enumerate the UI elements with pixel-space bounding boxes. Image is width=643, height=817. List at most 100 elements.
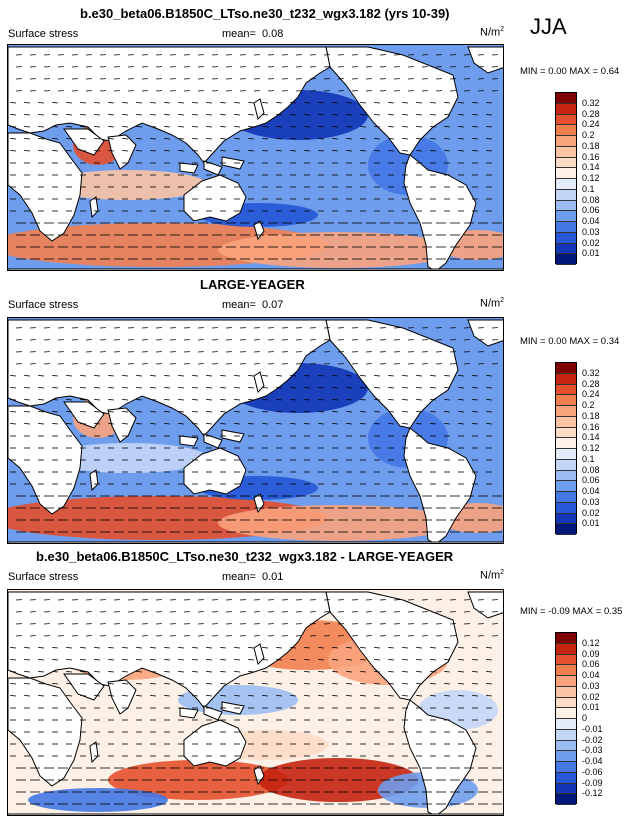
stress-arrow — [332, 647, 339, 649]
stress-arrow — [178, 671, 185, 673]
panel-1-mean-value: 0.08 — [262, 28, 284, 40]
stress-arrow — [472, 114, 479, 116]
colorbar-box — [556, 783, 576, 795]
stress-arrow — [318, 126, 325, 128]
colorbar-box — [556, 524, 576, 535]
stress-arrow — [136, 647, 143, 649]
stress-arrow — [80, 647, 87, 649]
stress-arrow — [290, 114, 297, 116]
stress-arrow — [276, 114, 283, 116]
stress-arrow — [122, 423, 129, 425]
stress-arrow — [374, 671, 381, 673]
panel-1-map — [7, 44, 504, 271]
stress-arrow — [52, 114, 59, 116]
stress-arrow — [10, 647, 17, 649]
stress-arrow — [108, 411, 115, 413]
stress-arrow — [262, 695, 269, 697]
stress-arrow — [332, 423, 339, 425]
colorbar-box — [556, 179, 576, 190]
colorbar-tick-label: 0.04 — [582, 216, 600, 226]
colorbar-box — [556, 643, 576, 655]
stress-arrow — [192, 114, 199, 116]
stress-arrow — [458, 695, 465, 697]
stress-arrow — [346, 138, 353, 140]
coastline — [253, 643, 265, 665]
coastline — [403, 427, 477, 543]
stress-arrow — [444, 423, 451, 425]
stress-arrow — [192, 423, 199, 425]
stress-arrow — [346, 671, 353, 673]
stress-arrow — [416, 423, 423, 425]
stress-arrow — [262, 126, 269, 128]
stress-arrow — [416, 102, 423, 104]
stress-arrow — [388, 114, 395, 116]
stress-arrow — [38, 695, 45, 697]
colorbar-tick-label: 0.02 — [582, 237, 600, 248]
stress-arrow — [150, 102, 157, 104]
stress-map — [8, 318, 503, 543]
stress-arrow — [234, 114, 241, 116]
colorbar-tick-label: 0.08 — [582, 194, 600, 205]
coastline — [179, 156, 245, 176]
stress-arrow — [402, 399, 409, 401]
field-patch — [48, 443, 208, 473]
stress-arrow — [332, 411, 339, 413]
stress-arrow — [346, 114, 353, 116]
colorbar-box — [556, 125, 576, 136]
colorbar-tick-label: 0.24 — [582, 389, 600, 400]
stress-arrow — [66, 150, 73, 152]
stress-arrow — [430, 114, 437, 116]
stress-arrow — [66, 683, 73, 685]
stress-arrow — [206, 387, 213, 389]
stress-arrow — [220, 423, 227, 425]
stress-arrow — [136, 138, 143, 140]
colorbar-box — [556, 416, 576, 428]
stress-arrow — [164, 659, 171, 661]
stress-arrow — [66, 399, 73, 401]
stress-arrow — [136, 126, 143, 128]
colorbar-box — [556, 697, 576, 709]
stress-arrow — [332, 659, 339, 661]
stress-arrow — [122, 659, 129, 661]
stress-arrow — [66, 138, 73, 140]
stress-arrow — [178, 399, 185, 401]
stress-arrow — [486, 695, 493, 697]
stress-arrow — [80, 671, 87, 673]
colorbar-tick-label: 0.03 — [582, 496, 600, 507]
colorbar-box — [556, 502, 576, 514]
stress-arrow — [276, 411, 283, 413]
stress-arrow — [38, 102, 45, 104]
colorbar-tick-label: 0.14 — [582, 162, 600, 173]
colorbar-tick-label: 0.12 — [582, 637, 600, 648]
stress-arrow — [150, 695, 157, 697]
stress-arrow — [66, 375, 73, 377]
stress-arrow — [304, 126, 311, 128]
stress-arrow — [276, 375, 283, 377]
panel-3-colorbar — [555, 632, 577, 805]
stress-arrow — [206, 647, 213, 649]
stress-arrow — [164, 683, 171, 685]
stress-arrow — [10, 695, 17, 697]
coastline — [179, 429, 245, 449]
colorbar-tick-label: 0.28 — [582, 108, 600, 119]
stress-arrow — [178, 387, 185, 389]
stress-arrow — [164, 671, 171, 673]
stress-arrow — [374, 683, 381, 685]
stress-arrow — [416, 411, 423, 413]
stress-arrow — [374, 114, 381, 116]
stress-arrow — [24, 102, 31, 104]
stress-arrow — [430, 647, 437, 649]
stress-arrow — [262, 647, 269, 649]
stress-arrow — [164, 399, 171, 401]
stress-arrow — [444, 411, 451, 413]
stress-vectors — [10, 54, 502, 260]
stress-arrow — [122, 647, 129, 649]
coastline — [8, 677, 83, 787]
stress-arrow — [10, 375, 17, 377]
stress-arrow — [486, 647, 493, 649]
stress-arrow — [66, 411, 73, 413]
stress-arrow — [24, 683, 31, 685]
stress-arrow — [402, 126, 409, 128]
colorbar-box — [556, 222, 576, 233]
stress-arrow — [402, 659, 409, 661]
